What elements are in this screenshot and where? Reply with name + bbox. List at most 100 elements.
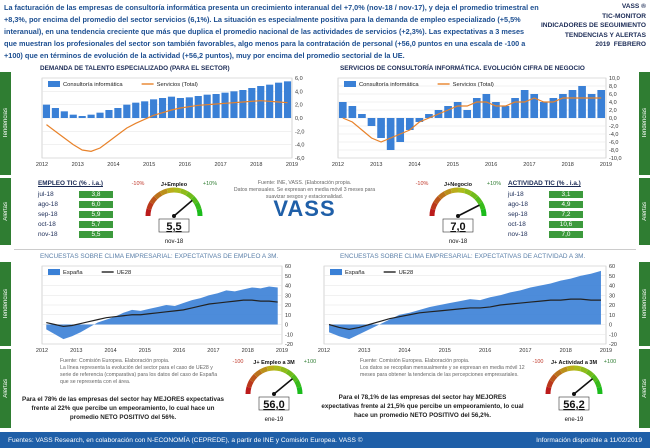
table-value: 7,2: [548, 209, 584, 219]
x-tick-label: 2015: [439, 348, 451, 354]
bar: [348, 106, 357, 118]
chart: -20 -10 0 10 20 30 40 50 60 2012 2013 2014 2015 2016 2…: [318, 264, 617, 354]
gauge-arc: [146, 201, 154, 210]
gauge-arc: [149, 195, 158, 205]
summary: Para el 78% de las empresas del sector h…: [22, 396, 224, 421]
gauge-arc: [190, 195, 199, 205]
bar: [78, 116, 86, 118]
gauge-arc: [580, 366, 589, 374]
x-tick-label: 2018: [560, 348, 572, 354]
legend-swatch: [330, 269, 342, 275]
table: EMPLEO TIC (% . i.a.) jul-18 3,8 ago-18 6,0 s…: [38, 180, 114, 239]
legend-label: Servicios (Total): [157, 82, 198, 88]
y-tick-label: 30: [609, 293, 615, 299]
x-tick-label: 2012: [36, 162, 48, 168]
bar: [587, 94, 596, 118]
bar: [257, 86, 265, 118]
table-date: jul-18: [38, 190, 54, 198]
table-date: oct-18: [508, 220, 526, 228]
bar: [520, 90, 529, 118]
y-tick-label: -6,0: [295, 156, 304, 162]
y-tick-label: -20: [609, 342, 617, 348]
bar: [212, 94, 220, 118]
table-date: sep-18: [38, 210, 58, 218]
side-label: Tendencias: [2, 108, 9, 139]
gauge-arc: [594, 379, 602, 388]
x-tick-label: 2015: [143, 162, 155, 168]
bar: [123, 104, 131, 118]
y-tick-label: 40: [285, 284, 291, 290]
intro: La facturación de las empresas de consul…: [4, 3, 539, 60]
gauge-value-box: [258, 396, 290, 411]
side-label: Alertas: [2, 379, 9, 398]
bar: [230, 91, 238, 118]
note: Los datos se recopilan mensualmente y se…: [360, 365, 525, 378]
y-tick-label: -10: [285, 332, 293, 338]
gauge-arc: [480, 208, 487, 217]
gauge-arc: [443, 188, 452, 196]
gauge-value-box: [442, 218, 474, 233]
bar: [472, 98, 481, 118]
gauge-arc: [559, 366, 568, 374]
gauge-arc: [259, 366, 268, 374]
subtitle: TENDENCIAS Y ALERTAS: [564, 31, 646, 39]
legend-swatch: [344, 81, 356, 87]
x-tick-label: 2014: [408, 162, 420, 168]
gauge-arc: [285, 369, 295, 378]
gauge-arc: [166, 187, 175, 194]
gauge-value: 56,2: [563, 399, 584, 411]
x-tick-label: 2017: [519, 348, 531, 354]
x-tick-label: 2012: [36, 348, 48, 354]
gauge-arc: [545, 386, 552, 395]
gauge-arc: [159, 188, 168, 196]
y-tick-label: 20: [285, 303, 291, 309]
y-tick-label: -10: [609, 332, 617, 338]
table-value: 5,9: [78, 209, 114, 219]
y-tick-label: 10: [285, 313, 291, 319]
gauge-value: 5,5: [166, 221, 181, 233]
bar: [539, 102, 548, 118]
brand: VASS ®: [621, 3, 646, 10]
bar: [96, 112, 104, 118]
gauge-arc: [474, 195, 483, 205]
chart-title: SERVICIOS DE CONSULTORÍA INFORMÁTICA. EV…: [340, 65, 585, 72]
period: 2019 FEBRERO: [541, 40, 646, 50]
gauge: -10% +10% J+Empleo 5,5 nov-18: [132, 181, 218, 245]
gauge-arc: [457, 187, 466, 194]
gauge-max: +100: [304, 359, 316, 365]
bar: [69, 114, 77, 118]
side-label: Alertas: [641, 379, 648, 398]
bar: [42, 104, 51, 118]
middle-notes: Fuente: INE, VASS. (Elaboración propia. …: [232, 180, 377, 220]
gauge-arc: [585, 369, 595, 378]
gauge-min: -10%: [416, 181, 429, 187]
gauge-arc: [246, 379, 254, 388]
gauge-needle: [273, 378, 294, 395]
gauge-date: nov-18: [165, 239, 184, 245]
bar: [185, 97, 193, 118]
bar: [158, 98, 167, 118]
notes: Fuente: Comisión Europea. Elaboración pr…: [60, 358, 225, 386]
y-tick-label: -2,0: [609, 124, 618, 130]
y-tick-label: 10: [609, 313, 615, 319]
x-tick-label: 2015: [139, 348, 151, 354]
gauge-arc: [294, 379, 302, 388]
gauge-value: 7,0: [450, 221, 465, 233]
table-date: sep-18: [508, 210, 528, 218]
chart-title: ENCUESTAS SOBRE CLIMA EMPRESARIAL: EXPEC…: [340, 253, 586, 260]
gauge-date: nov-18: [449, 239, 468, 245]
bar: [377, 118, 385, 138]
gauge-title: J+ Empleo a 3M: [253, 360, 295, 366]
chart: -20 -10 0 10 20 30 40 50 60 2012 2013 2014 2015 2016 2…: [36, 264, 293, 354]
gauge: -10% +10% J+Negocio 7,0 nov-18: [416, 181, 502, 245]
gauge-date: ene-19: [265, 417, 284, 423]
table-value: 3,1: [548, 189, 584, 199]
y-tick-label: 4,0: [609, 100, 617, 106]
gauge-arc: [180, 188, 189, 196]
side-band: Alertas: [639, 178, 650, 245]
x-tick-label: 2018: [242, 348, 254, 354]
x-tick-label: 2019: [286, 162, 298, 168]
gauge-arc: [249, 373, 258, 383]
y-tick-label: 10,0: [609, 76, 620, 82]
table-row: oct-18 5,7: [38, 219, 114, 229]
